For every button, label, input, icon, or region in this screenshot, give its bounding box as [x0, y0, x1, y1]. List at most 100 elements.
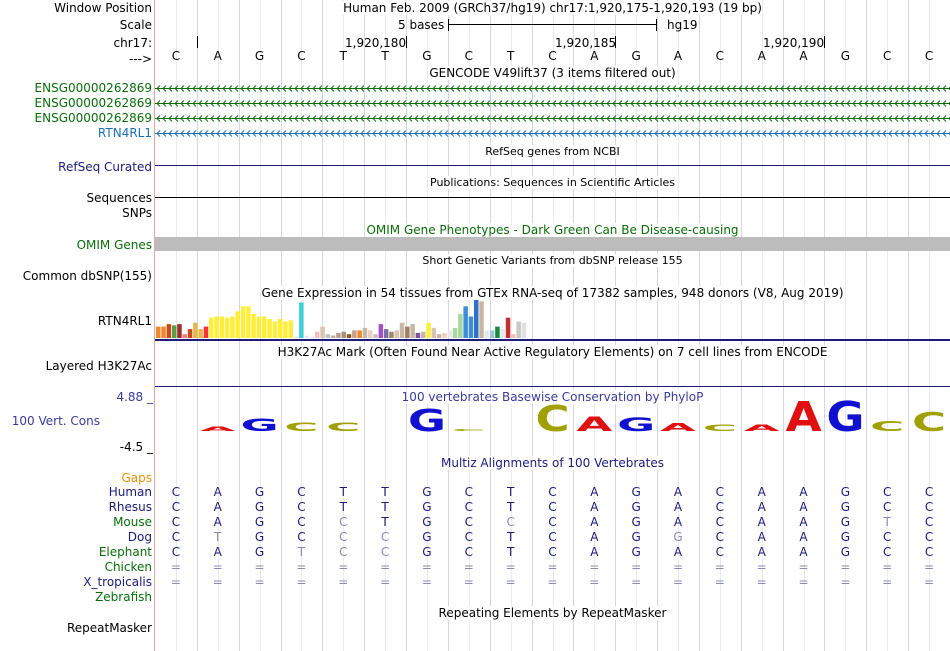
strand-chevron [240, 115, 245, 122]
strand-chevron [594, 115, 599, 122]
strand-chevron [942, 115, 947, 122]
strand-chevron [276, 85, 281, 92]
strand-chevron [540, 100, 545, 107]
conservation-label[interactable]: 100 Vert. Cons [11, 414, 100, 428]
strand-chevron [792, 130, 797, 137]
gene-label[interactable]: ENSG00000262869 [34, 81, 152, 95]
strand-chevron [720, 100, 725, 107]
gene-label[interactable]: RTN4RL1 [97, 126, 152, 140]
h3k27ac-label[interactable]: Layered H3K27Ac [45, 359, 152, 373]
strand-chevron [216, 85, 221, 92]
strand-chevron [810, 115, 815, 122]
strand-chevron [366, 130, 371, 137]
strand-chevron [384, 130, 389, 137]
alignment-base: A [757, 485, 766, 499]
strand-chevron [714, 85, 719, 92]
conservation-letter: C [284, 421, 318, 434]
strand-chevron [426, 85, 431, 92]
strand-chevron [780, 100, 785, 107]
strand-chevron [576, 100, 581, 107]
strand-chevron [438, 130, 443, 137]
alignment-base: T [883, 515, 891, 529]
gtex-tissue-bar [511, 334, 516, 338]
alignment-base: C [464, 545, 473, 559]
strand-chevron [300, 100, 305, 107]
strand-chevron [216, 100, 221, 107]
refseq-track[interactable] [155, 165, 950, 166]
strand-chevron [834, 85, 839, 92]
gencode-title[interactable]: GENCODE V49lift37 (3 items filtered out) [429, 66, 676, 80]
omim-bar[interactable] [155, 237, 950, 251]
alignment-base: C [883, 485, 892, 499]
omim-label[interactable]: OMIM Genes [76, 238, 152, 252]
alignment-base: G [631, 500, 641, 514]
strand-chevron [198, 130, 203, 137]
conservation-letter: C [703, 423, 737, 433]
strand-chevron [408, 130, 413, 137]
dbsnp-label[interactable]: Common dbSNP(155) [22, 269, 152, 283]
strand-chevron [432, 130, 437, 137]
gtex-tissue-bar [479, 301, 484, 338]
strand-chevron [390, 100, 395, 107]
strand-chevron [378, 100, 383, 107]
strand-chevron [588, 85, 593, 92]
window-position-value[interactable]: Human Feb. 2009 (GRCh37/hg19) chr17:1,92… [343, 1, 762, 15]
refseq-title[interactable]: RefSeq genes from NCBI [485, 145, 620, 158]
gencode-tracks[interactable] [155, 81, 950, 141]
strand-chevron [726, 85, 731, 92]
alignment-base: C [297, 500, 306, 514]
strand-chevron [660, 130, 665, 137]
strand-chevron [468, 100, 473, 107]
strand-chevron [486, 115, 491, 122]
conservation-title[interactable]: 100 vertebrates Basewise Conservation by… [401, 390, 704, 404]
alignment-base: A [799, 545, 808, 559]
strand-chevron [600, 115, 605, 122]
gene-label[interactable]: ENSG00000262869 [34, 96, 152, 110]
strand-chevron [540, 115, 545, 122]
gtex-tissue-bar [474, 300, 479, 338]
strand-chevron [516, 100, 521, 107]
repeatmasker-label[interactable]: RepeatMasker [66, 621, 152, 635]
strand-chevron [918, 85, 923, 92]
strand-chevron [672, 130, 677, 137]
strand-chevron [486, 130, 491, 137]
gtex-expression-chart[interactable] [155, 300, 950, 342]
strand-chevron [342, 115, 347, 122]
strand-chevron [420, 115, 425, 122]
strand-chevron [948, 86, 950, 91]
gtex-label[interactable]: RTN4RL1 [97, 314, 152, 328]
h3k27ac-title[interactable]: H3K27Ac Mark (Often Found Near Active Re… [277, 345, 828, 359]
strand-chevron [624, 115, 629, 122]
strand-chevron [498, 130, 503, 137]
publications-track[interactable] [155, 197, 950, 198]
strand-chevron [594, 130, 599, 137]
strand-chevron [756, 130, 761, 137]
gene-label[interactable]: ENSG00000262869 [34, 111, 152, 125]
publications-title[interactable]: Publications: Sequences in Scientific Ar… [430, 176, 675, 189]
alignment-base: C [464, 530, 473, 544]
multiz-title[interactable]: Multiz Alignments of 100 Vertebrates [440, 456, 665, 470]
strand-chevron [942, 100, 947, 107]
strand-chevron [234, 130, 239, 137]
strand-chevron [762, 130, 767, 137]
refseq-label[interactable]: RefSeq Curated [58, 160, 152, 174]
strand-chevron [612, 115, 617, 122]
publications-label[interactable]: Sequences [86, 191, 152, 205]
strand-chevron [498, 100, 503, 107]
base-letter: C [715, 49, 725, 63]
strand-chevron [444, 130, 449, 137]
omim-title[interactable]: OMIM Gene Phenotypes - Dark Green Can Be… [366, 223, 739, 237]
strand-chevron [306, 115, 311, 122]
strand-chevron [606, 100, 611, 107]
gtex-title[interactable]: Gene Expression in 54 tissues from GTEx … [261, 286, 844, 300]
alignment-base: C [464, 500, 473, 514]
strand-chevron [858, 130, 863, 137]
repeatmasker-title[interactable]: Repeating Elements by RepeatMasker [438, 606, 667, 620]
gtex-tissue-bar [293, 336, 299, 338]
strand-chevron [756, 85, 761, 92]
h3k27ac-track[interactable] [155, 386, 950, 387]
strand-chevron [570, 130, 575, 137]
dbsnp-title[interactable]: Short Genetic Variants from dbSNP releas… [422, 254, 683, 267]
